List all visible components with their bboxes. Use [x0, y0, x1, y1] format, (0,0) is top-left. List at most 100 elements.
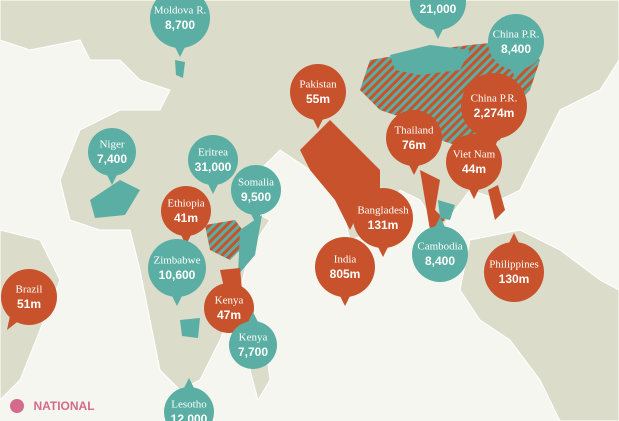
- bubble-pointer: [183, 378, 195, 390]
- country-name: Lesotho: [171, 399, 207, 411]
- country-name: Somalia: [238, 177, 274, 189]
- bubble-pointer: [180, 233, 192, 245]
- logo: NATIONAL: [10, 399, 95, 413]
- bubble-pointer: [408, 163, 420, 175]
- country-value: 51m: [17, 297, 41, 311]
- bubble-circle: [188, 135, 238, 185]
- bubble-circle: [231, 165, 281, 215]
- country-name: Philippines: [489, 259, 539, 271]
- country-value: 55m: [306, 92, 330, 106]
- country-name: Ethiopia: [167, 198, 204, 210]
- bubble-pointer: [171, 294, 183, 306]
- country-value: 2,274m: [474, 106, 515, 120]
- country-value: 131m: [368, 218, 399, 232]
- country-name: Moldova R.: [154, 5, 207, 17]
- bubble-circle: [446, 134, 502, 190]
- country-value: 8,700: [165, 18, 195, 32]
- bubble-pointer: [247, 312, 259, 324]
- bubble-pointer: [174, 45, 186, 57]
- bubble-circle: [353, 188, 413, 248]
- country-value: 31,000: [195, 160, 232, 174]
- bubble-circle: [1, 269, 57, 325]
- country-name: Pakistan: [299, 79, 337, 91]
- bubble-circle: [229, 321, 277, 369]
- country-name: Zimbabwe: [153, 255, 200, 267]
- country-value: 7,400: [97, 152, 127, 166]
- bubble-pointer: [488, 136, 500, 148]
- country-value: 8,400: [425, 254, 455, 268]
- bubble-circle: [150, 0, 210, 48]
- bubble-circle: [315, 237, 375, 297]
- bubble-circle: [148, 239, 206, 297]
- bubble-circle: [161, 186, 211, 236]
- bubble: China P.R.2,274m: [461, 73, 527, 148]
- country-value: 21,000: [420, 2, 457, 16]
- bubble: Moldova R.8,700: [150, 0, 210, 57]
- country-value: 8,400: [501, 42, 531, 56]
- bubble-pointer: [207, 182, 219, 194]
- country-name: China P.R.: [471, 93, 518, 105]
- bubble-circle: [484, 242, 544, 302]
- country-name: Brazil: [16, 284, 43, 296]
- country-name: Niger: [99, 139, 124, 151]
- country-name: Cambodia: [417, 241, 462, 253]
- bubble-circle: [461, 73, 527, 139]
- bubble-pointer: [250, 212, 262, 224]
- bubble: Mongolia21,000: [410, 0, 466, 39]
- country-value: 76m: [402, 138, 426, 152]
- country-name: Thailand: [394, 125, 434, 137]
- country-name: Eritrea: [198, 147, 228, 159]
- country-value: 47m: [217, 308, 241, 322]
- country-value: 10,600: [159, 268, 196, 282]
- country-name: China P.R.: [493, 29, 540, 41]
- bubble-circle: [412, 226, 468, 282]
- logo-text: NATIONAL: [33, 399, 94, 413]
- country-value: 805m: [330, 267, 361, 281]
- bubble-pointer: [432, 27, 444, 39]
- bubble-pointer: [468, 187, 480, 199]
- country-value: 12,000: [171, 412, 208, 421]
- country-value: 7,700: [238, 345, 268, 359]
- bubble-pointer: [339, 294, 351, 306]
- bubble-pointer: [377, 245, 389, 257]
- bubble-pointer: [434, 217, 446, 229]
- country-name: Mongolia: [417, 0, 460, 1]
- bubble-pointer: [312, 117, 324, 129]
- bubble-circle: [410, 0, 466, 30]
- bubble-pointer: [510, 67, 522, 79]
- bubble-circle: [204, 283, 254, 333]
- bubble-pointer: [508, 233, 520, 245]
- country-value: 130m: [499, 272, 530, 286]
- bubble-circle: [88, 128, 136, 176]
- country-name: Viet Nam: [453, 149, 496, 161]
- country-name: Bangladesh: [357, 205, 409, 217]
- bubble-pointer: [106, 173, 118, 185]
- country-name: India: [334, 254, 357, 266]
- country-value: 41m: [174, 211, 198, 225]
- bubble-circle: [290, 64, 346, 120]
- bubble: China P.R.8,400: [488, 14, 544, 79]
- country-name: Kenya: [239, 332, 268, 344]
- bubble-circle: [488, 14, 544, 70]
- country-name: Kenya: [215, 295, 244, 307]
- country-value: 44m: [462, 162, 486, 176]
- country-value: 9,500: [241, 190, 271, 204]
- bubble-circle: [164, 387, 214, 421]
